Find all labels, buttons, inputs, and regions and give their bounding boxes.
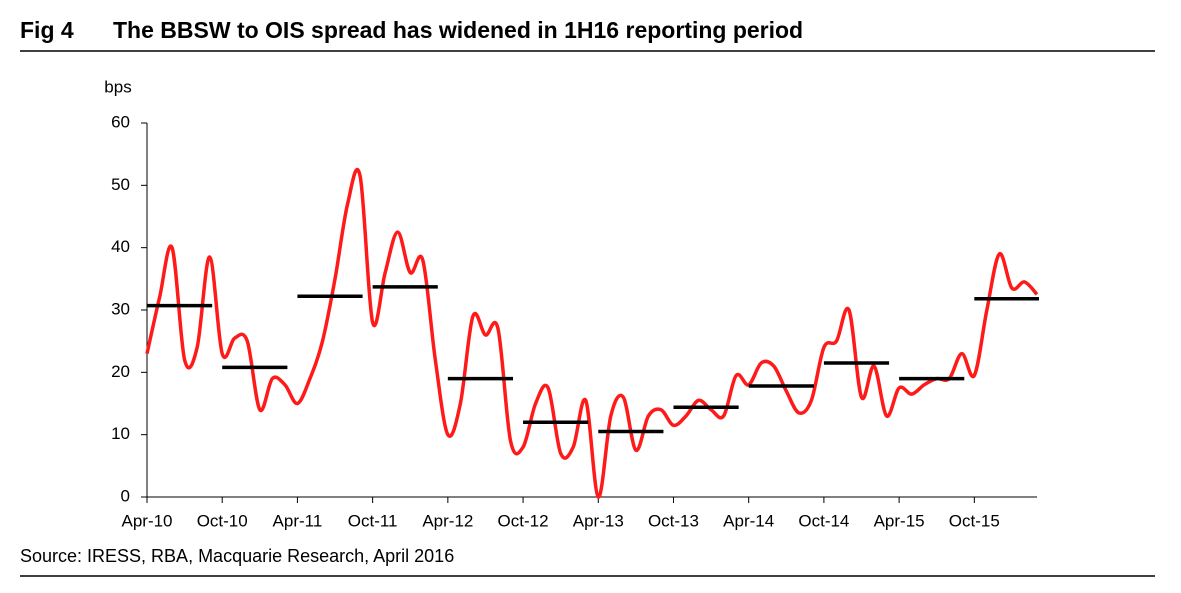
x-tick-label: Apr-10 xyxy=(121,511,172,530)
chart-title: The BBSW to OIS spread has widened in 1H… xyxy=(113,17,803,43)
y-tick-label: 0 xyxy=(121,486,130,505)
x-tick-label: Apr-13 xyxy=(573,511,624,530)
x-tick-label: Oct-11 xyxy=(348,511,398,530)
y-tick-label: 60 xyxy=(111,112,130,131)
x-tick-label: Apr-11 xyxy=(273,511,323,530)
y-tick-label: 30 xyxy=(111,299,130,318)
x-tick-label: Apr-15 xyxy=(874,511,925,530)
x-tick-label: Oct-13 xyxy=(648,511,699,530)
x-tick-label: Oct-14 xyxy=(798,511,849,530)
y-axis-label: bps xyxy=(104,77,131,96)
x-tick-label: Oct-12 xyxy=(498,511,549,530)
series-line xyxy=(145,167,1039,499)
x-tick-label: Oct-15 xyxy=(949,511,1000,530)
x-tick-label: Oct-10 xyxy=(197,511,248,530)
y-tick-label: 10 xyxy=(111,424,130,443)
y-tick-label: 50 xyxy=(111,175,130,194)
x-tick-label: Apr-12 xyxy=(422,511,473,530)
y-tick-label: 20 xyxy=(111,362,130,381)
figure-label: Fig 4 xyxy=(20,17,74,43)
y-tick-label: 40 xyxy=(111,237,130,256)
source-note: Source: IRESS, RBA, Macquarie Research, … xyxy=(20,546,454,566)
x-tick-label: Apr-14 xyxy=(723,511,774,530)
